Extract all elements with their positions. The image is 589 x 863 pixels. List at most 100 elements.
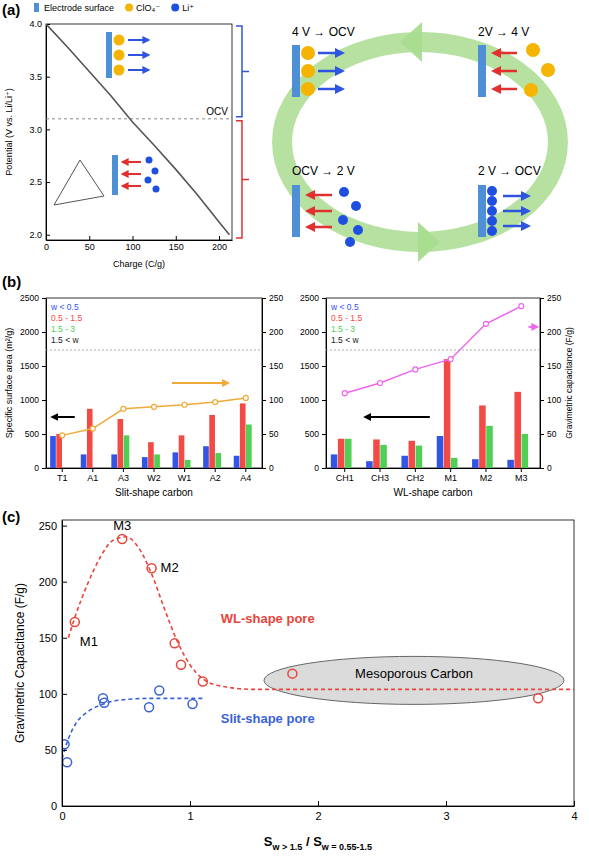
tick-label: M2 [480, 473, 493, 483]
axis-line [326, 299, 327, 469]
tick-mark [62, 638, 67, 639]
tick: 100 [262, 395, 283, 405]
scatter-point [155, 686, 164, 695]
arrow [128, 39, 148, 41]
tick-mark [42, 332, 46, 333]
tick-label: 3 [443, 810, 449, 822]
diagram-step-label: 2V → 4 V [478, 25, 529, 39]
tick-label: 2.0 [29, 230, 42, 240]
legend-label: w < 0.5 [330, 302, 359, 312]
arrow [308, 194, 332, 197]
tick: 500 [25, 429, 46, 439]
tick: 100 [39, 688, 67, 700]
electrode [112, 155, 118, 195]
line-marker [90, 426, 95, 431]
line-marker [483, 321, 488, 326]
tick-mark [42, 434, 46, 435]
tick-label: 50 [45, 744, 57, 756]
plot-frame [326, 298, 540, 468]
tick-label: 2500 [300, 293, 319, 303]
tick-mark [322, 332, 326, 333]
bar [409, 441, 416, 468]
tick-label: 250 [269, 293, 283, 303]
legend-border [326, 350, 540, 351]
tick-mark [446, 801, 447, 806]
legend-label: 1.5 - 3 [51, 324, 75, 334]
legend-swatch [34, 3, 39, 12]
tick-label: 200 [547, 327, 561, 337]
bar [240, 403, 246, 468]
diagram-step-label: OCV → 2 V [292, 164, 355, 178]
tick: 1500 [300, 361, 326, 371]
tick-label: 1000 [20, 395, 39, 405]
legend-label: ClO₄⁻ [136, 3, 160, 13]
tick: 200 [39, 576, 67, 588]
bar [380, 445, 387, 468]
tick: 250 [540, 293, 561, 303]
axis-line [262, 299, 263, 469]
plot-frame [62, 520, 574, 806]
bar [234, 456, 240, 468]
ion-anion [114, 50, 125, 61]
tick-label: 0 [314, 463, 319, 473]
tick: 1000 [300, 395, 326, 405]
tick-label: W1 [178, 473, 192, 483]
tick: 100 [540, 395, 561, 405]
bar [160, 468, 166, 469]
tick: A4 [240, 468, 251, 483]
tick-mark [42, 298, 46, 299]
tick-mark [540, 468, 544, 469]
tick-mark [62, 582, 67, 583]
bar [486, 426, 493, 468]
tick: 500 [305, 429, 326, 439]
scatter-point [118, 535, 127, 544]
scatter-point [188, 699, 197, 708]
tick-label: 0 [547, 463, 552, 473]
arrow [128, 54, 148, 56]
tick: 50 [45, 744, 67, 756]
tick-mark [318, 801, 319, 806]
y-axis: 2.02.53.03.54.0 [29, 19, 50, 240]
panel-label: (a) [2, 1, 20, 18]
tick-label: 1500 [20, 361, 39, 371]
tick-label: 150 [547, 361, 561, 371]
tick: 150 [169, 236, 184, 252]
tick: 250 [39, 520, 67, 532]
y-axis-title: Specific surface area (m²/g) [4, 328, 14, 439]
y-axis: 05001000150020002500 [20, 293, 46, 473]
tick: 50 [262, 429, 279, 439]
ion-lithium [351, 201, 361, 211]
tick: 4 [571, 801, 577, 822]
bar [444, 359, 451, 468]
bar [338, 439, 345, 468]
inset-triangle [54, 160, 104, 205]
bar [222, 468, 228, 469]
legend-label: 1.5 - 3 [331, 324, 355, 334]
arrow [308, 226, 332, 229]
bar [93, 468, 99, 469]
bar [529, 468, 536, 469]
tick-mark [62, 468, 63, 472]
tick-mark [380, 468, 381, 472]
tick: M3 [515, 468, 528, 483]
line-marker [378, 381, 383, 386]
arrow [494, 70, 517, 73]
legend-swatch [125, 4, 133, 12]
annotation: M2 [161, 560, 179, 575]
series-label: Slit-shape pore [221, 711, 315, 726]
tick-mark [133, 236, 134, 240]
tick-label: 200 [212, 242, 227, 252]
tick: CH1 [336, 468, 354, 483]
tick-label: 500 [305, 429, 319, 439]
ion-lithium [338, 215, 348, 225]
tick-label: 4.0 [29, 19, 42, 29]
arrow [172, 382, 228, 384]
arrow [318, 52, 342, 55]
ion-anion [301, 46, 315, 60]
tick-mark [322, 298, 326, 299]
tick-mark [154, 468, 155, 472]
bar [345, 439, 352, 468]
tick: A3 [118, 468, 129, 483]
bar [56, 434, 62, 468]
tick-mark [485, 468, 486, 472]
